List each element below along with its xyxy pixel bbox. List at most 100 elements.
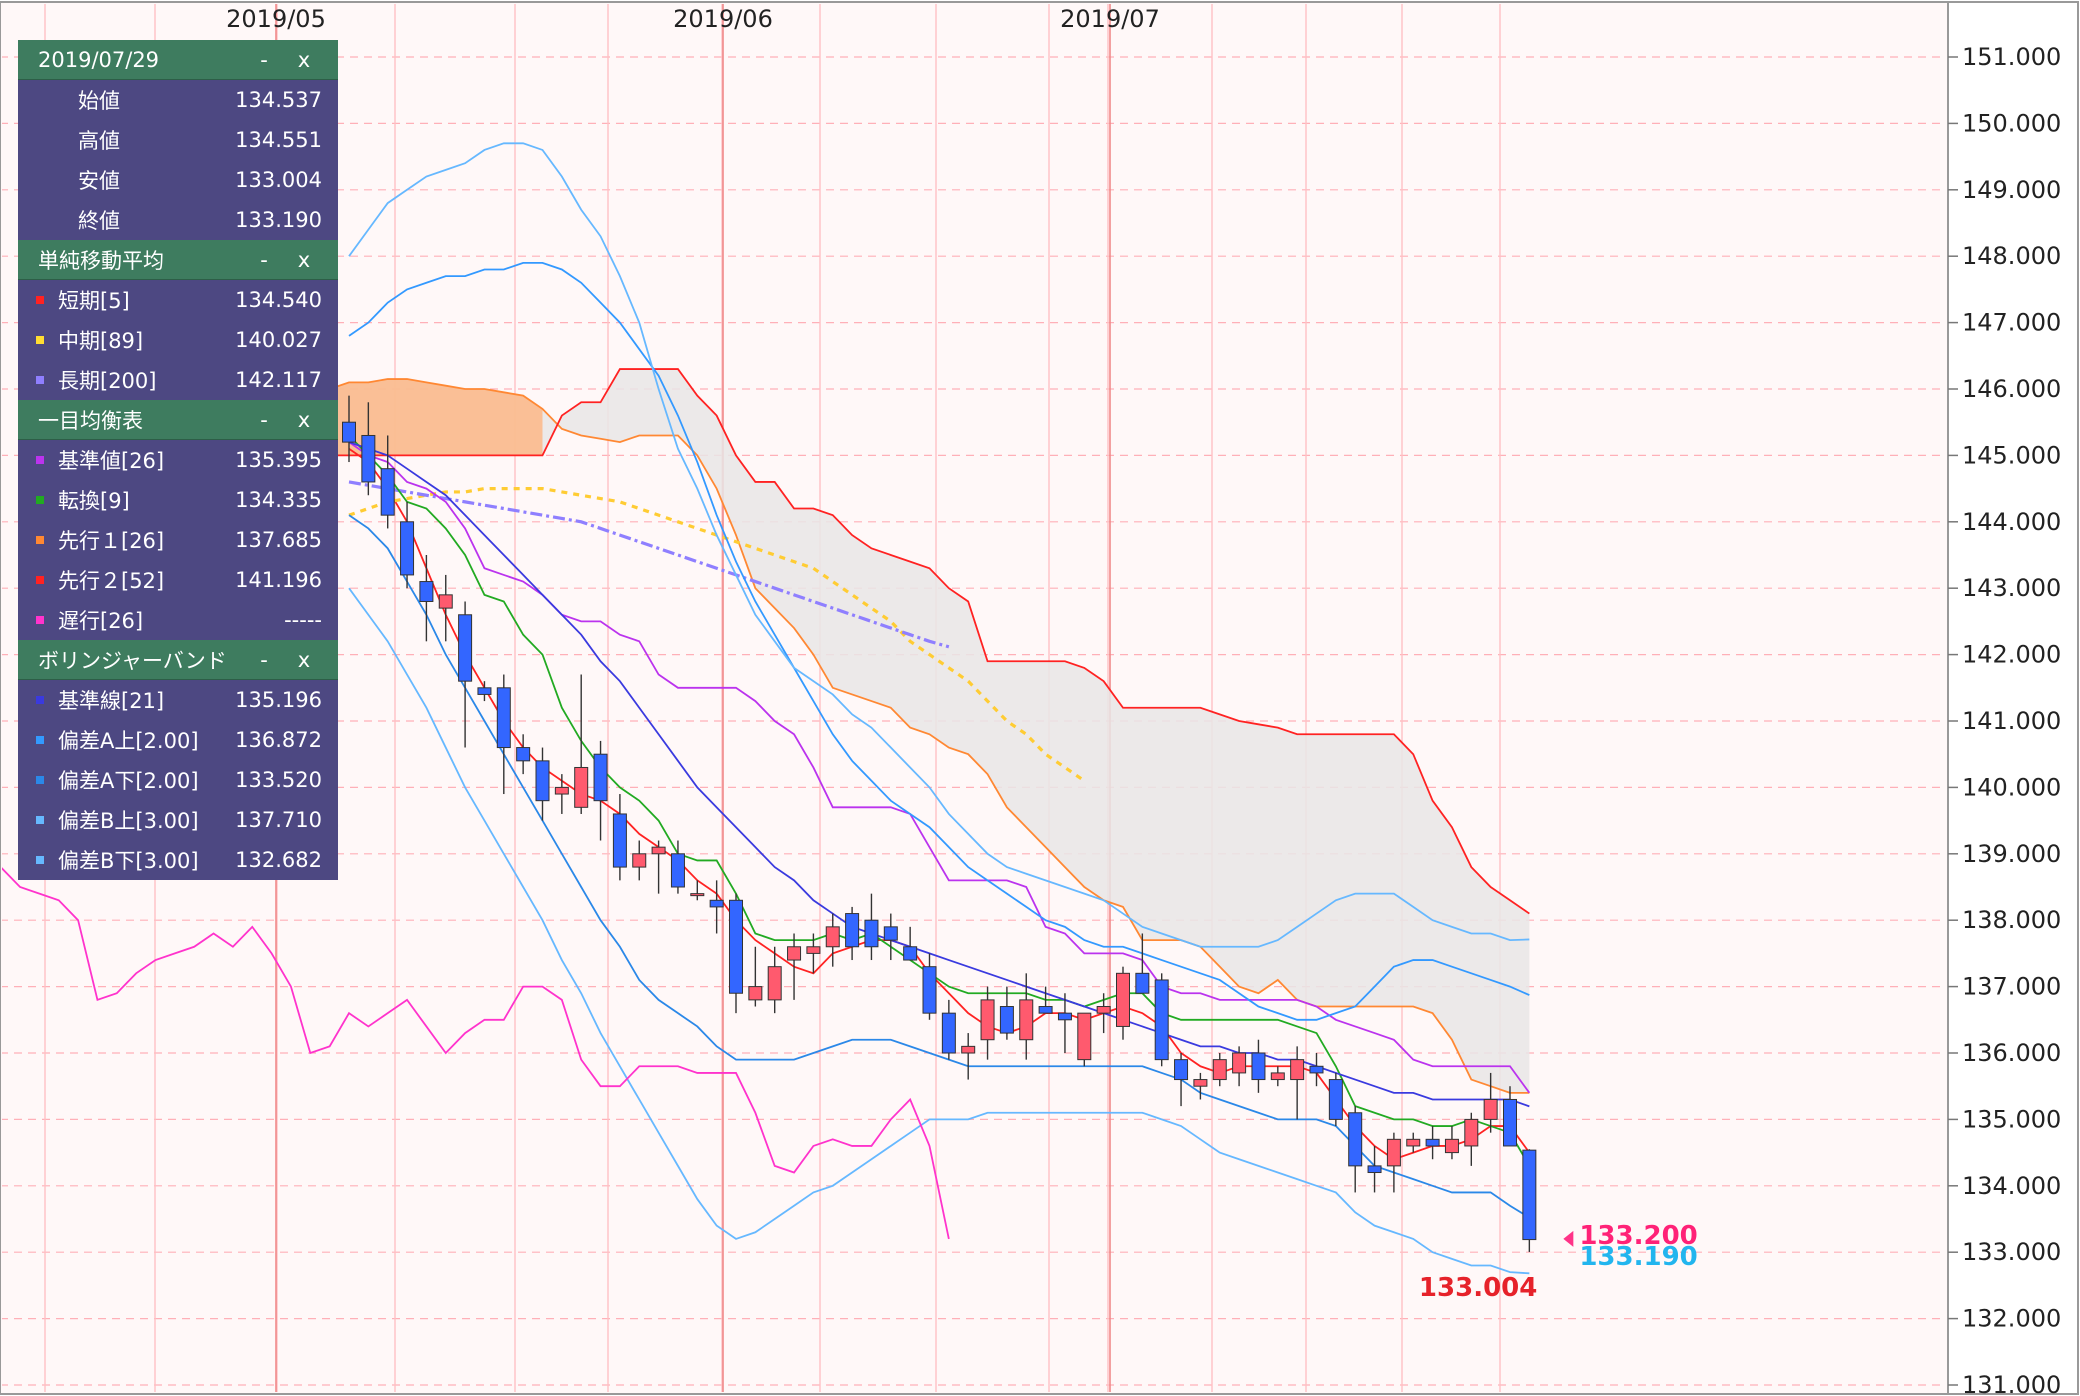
panel-row-label: 偏差A下[2.00] — [58, 769, 199, 793]
legend-swatch — [36, 536, 44, 544]
legend-swatch — [36, 616, 44, 624]
panel-row: 偏差A下[2.00] 133.520 — [18, 760, 338, 800]
candle-body — [380, 468, 395, 516]
panel-row: 遅行[26] ----- — [18, 600, 338, 640]
candle-body — [632, 853, 647, 868]
candle-body — [1174, 1059, 1189, 1081]
minimize-button[interactable]: - — [260, 47, 268, 72]
legend-swatch — [36, 776, 44, 784]
panel-row-value: 134.335 — [235, 488, 322, 512]
panel-row: 短期[5] 134.540 — [18, 280, 338, 320]
y-tick-label: 151.000 — [1962, 43, 2061, 71]
candle-body — [767, 966, 782, 1001]
y-tick-label: 145.000 — [1962, 441, 2061, 469]
panel-row-value: 135.196 — [235, 688, 322, 712]
candle-body — [825, 926, 840, 948]
x-tick-label: 2019/06 — [673, 5, 773, 33]
panel-row-value: 137.710 — [235, 808, 322, 832]
panel-row-value: 134.551 — [235, 128, 322, 152]
candle-body — [1193, 1079, 1208, 1087]
panel-row: 先行１[26] 137.685 — [18, 520, 338, 560]
panel-title: 一目均衡表 — [38, 408, 143, 433]
legend-swatch — [36, 336, 44, 344]
panel-row-value: 133.004 — [235, 168, 322, 192]
y-tick-label: 142.000 — [1962, 641, 2061, 669]
candle-body — [535, 760, 550, 802]
candle-body — [980, 999, 995, 1041]
panel-row-value: 140.027 — [235, 328, 322, 352]
candle-body — [1386, 1138, 1401, 1167]
candle-body — [1290, 1059, 1305, 1081]
candle-body — [1057, 1012, 1072, 1021]
minimize-button[interactable]: - — [260, 647, 268, 672]
candle-body — [477, 687, 492, 695]
candle-body — [419, 581, 434, 602]
indicator-line — [348, 587, 1530, 1275]
y-tick-label: 144.000 — [1962, 508, 2061, 536]
indicator-line — [348, 142, 1530, 948]
candle-body — [845, 913, 860, 948]
candle-body — [1116, 972, 1130, 1027]
minimize-button[interactable]: - — [260, 407, 268, 432]
candle-body — [651, 846, 666, 855]
candle-body — [883, 926, 898, 941]
candle-body — [787, 946, 802, 961]
panel-row-label: 基準線[21] — [58, 689, 165, 713]
indicator-line — [348, 261, 1530, 1021]
candle-body — [593, 753, 608, 802]
candle-body — [806, 946, 821, 954]
y-tick-label: 143.000 — [1962, 574, 2061, 602]
panel-row-value: 136.872 — [235, 728, 322, 752]
candle-body — [612, 813, 627, 868]
candle-body — [1444, 1138, 1459, 1154]
candle-body — [999, 1006, 1014, 1034]
low-price-label: 133.004 — [1419, 1273, 1537, 1303]
x-tick-label: 2019/07 — [1060, 5, 1160, 33]
candle-body — [903, 946, 918, 961]
candle-body — [709, 899, 724, 908]
indicator-line — [348, 434, 1531, 1167]
panel-row-label: 遅行[26] — [58, 609, 144, 633]
price-marker-icon — [1563, 1230, 1574, 1247]
candle-body — [941, 1012, 956, 1054]
panel-row-label: 始値 — [78, 89, 120, 113]
close-button[interactable]: x — [297, 247, 311, 272]
candle-body — [961, 1045, 976, 1054]
close-button[interactable]: x — [297, 647, 311, 672]
y-tick-label: 131.000 — [1962, 1371, 2061, 1396]
candle-body — [1367, 1165, 1382, 1174]
candle-body — [1232, 1052, 1247, 1074]
candle-body — [748, 986, 763, 1001]
panel-header: 単純移動平均 - x — [18, 240, 338, 280]
y-tick-label: 147.000 — [1962, 309, 2061, 337]
panel-title: 単純移動平均 — [38, 248, 164, 273]
candle-body — [1348, 1112, 1363, 1167]
y-tick-label: 146.000 — [1962, 375, 2061, 403]
minimize-button[interactable]: - — [260, 247, 268, 272]
panel-row-label: 高値 — [78, 129, 120, 153]
panel-row-label: 基準値[26] — [58, 449, 165, 473]
panel-row: 偏差B下[3.00] 132.682 — [18, 840, 338, 880]
close-button[interactable]: x — [297, 47, 311, 72]
panel-row-label: 長期[200] — [58, 369, 157, 393]
panel-row-label: 終値 — [78, 209, 120, 233]
panel-row-value: 133.190 — [235, 208, 322, 232]
panel-row: 基準線[21] 135.196 — [18, 680, 338, 720]
panel-row-label: 先行２[52] — [58, 569, 165, 593]
x-tick-label: 2019/05 — [226, 5, 326, 33]
candle-body — [1328, 1079, 1343, 1120]
y-tick-label: 133.000 — [1962, 1238, 2061, 1266]
candle-body — [342, 421, 356, 443]
panel-row-label: 中期[89] — [58, 329, 144, 353]
candle-body — [1464, 1118, 1479, 1147]
y-tick-label: 137.000 — [1962, 973, 2061, 1001]
panel-row-value: 141.196 — [235, 568, 322, 592]
panel-row-value: 134.540 — [235, 288, 322, 312]
candle-body — [1309, 1065, 1324, 1074]
candle-body — [574, 766, 589, 808]
candle-body — [400, 521, 415, 576]
panel-row-value: 142.117 — [235, 368, 322, 392]
candle-body — [1096, 1006, 1111, 1014]
close-button[interactable]: x — [297, 407, 311, 432]
panel-row-label: 短期[5] — [58, 289, 130, 313]
